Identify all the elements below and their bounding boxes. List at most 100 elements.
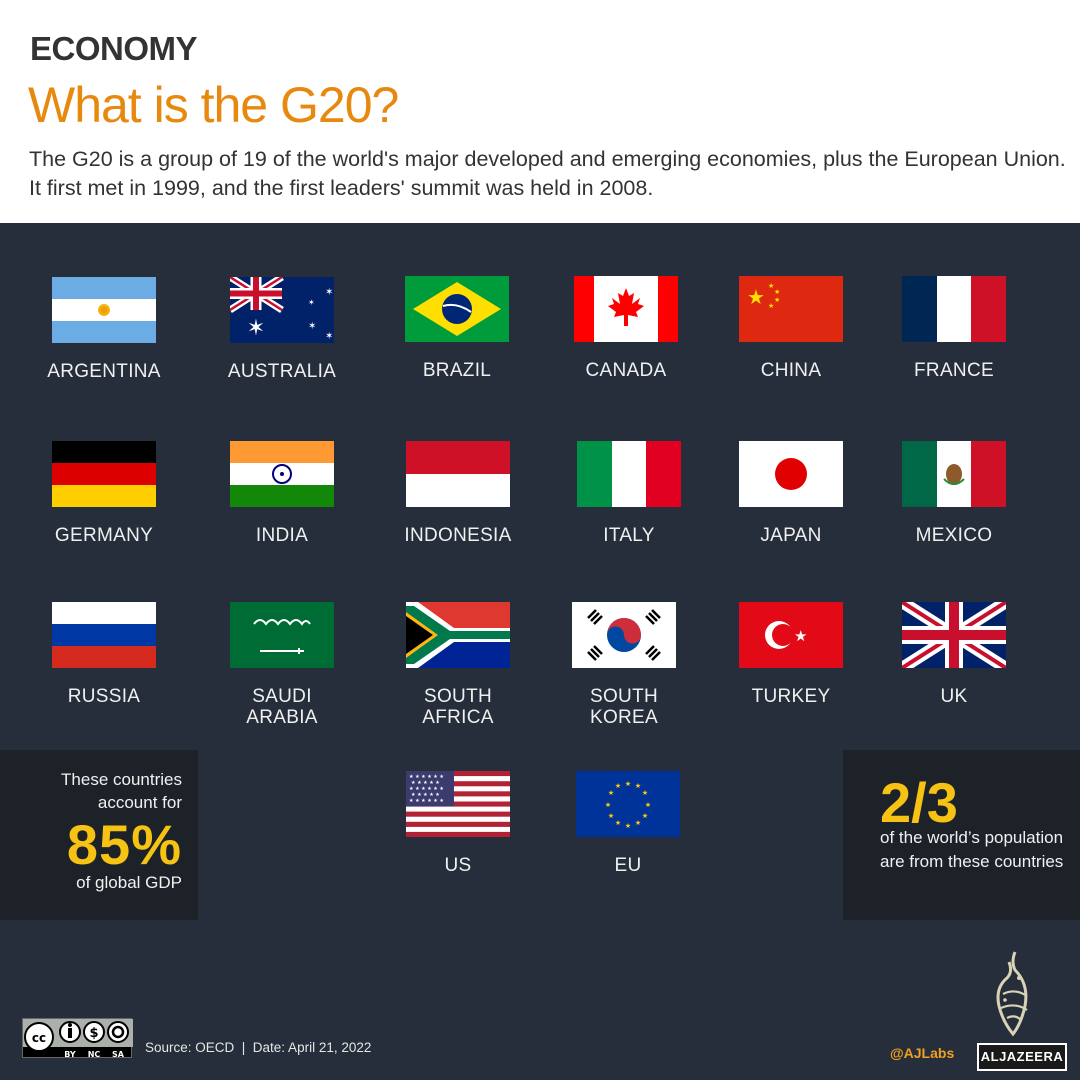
mexico-flag-icon xyxy=(902,441,1006,507)
country-label: FRANCE xyxy=(914,360,994,381)
member-indonesia: INDONESIA xyxy=(378,441,538,546)
aljazeera-calligraphy-logo-icon xyxy=(996,951,1028,1037)
svg-text:★: ★ xyxy=(608,812,614,820)
country-label: SOUTH KOREA xyxy=(589,686,659,728)
country-label: ITALY xyxy=(603,525,655,546)
india-flag-icon xyxy=(230,441,334,507)
eu-flag-icon: ★ ★ ★ ★ ★ ★ ★ ★ ★ ★ ★ ★ xyxy=(576,771,680,837)
japan-flag-icon xyxy=(739,441,843,507)
svg-text:★: ★ xyxy=(794,627,807,645)
svg-text:★: ★ xyxy=(645,801,651,809)
svg-text:✶: ✶ xyxy=(247,316,265,341)
svg-text:✶: ✶ xyxy=(325,331,333,342)
population-stat-value: 2/3 xyxy=(880,771,958,834)
country-label: SOUTH AFRICA xyxy=(422,686,494,728)
svg-text:★: ★ xyxy=(747,285,765,309)
page-title: What is the G20? xyxy=(28,77,399,133)
country-label: INDONESIA xyxy=(404,525,512,546)
svg-text:★: ★ xyxy=(605,801,611,809)
gdp-stat-pre: These countries account for xyxy=(61,770,182,812)
svg-text:★: ★ xyxy=(642,789,648,797)
svg-text:★: ★ xyxy=(768,282,774,290)
uk-flag-icon xyxy=(902,602,1006,668)
country-label: CANADA xyxy=(585,360,667,381)
member-germany: GERMANY xyxy=(24,441,184,546)
country-label: UK xyxy=(940,686,968,707)
member-china: ★ ★ ★ ★ ★ CHINA xyxy=(711,276,871,381)
svg-text:★: ★ xyxy=(608,789,614,797)
header: ECONOMY What is the G20? The G20 is a gr… xyxy=(0,0,1080,223)
member-saudi-arabia: SAUDI ARABIA xyxy=(202,602,362,728)
population-stat-box: 2/3 of the world’s population are from t… xyxy=(843,750,1080,920)
country-label: TURKEY xyxy=(751,686,831,707)
member-south-africa: SOUTH AFRICA xyxy=(378,602,538,728)
member-india: INDIA xyxy=(202,441,362,546)
member-us: ★ ★ ★ ★ ★ ★ ★ ★ ★ ★ ★ ★ ★ ★ ★ ★ ★ ★ ★ ★ ★ ★… xyxy=(378,771,538,876)
south-africa-flag-icon xyxy=(406,602,510,668)
italy-flag-icon xyxy=(577,441,681,507)
canada-flag-icon xyxy=(574,276,678,342)
population-stat-post: of the world’s population are from these… xyxy=(880,828,1064,871)
intro-text: The G20 is a group of 19 of the world's … xyxy=(29,147,1066,200)
gdp-stat-box: These countries account for 85% of globa… xyxy=(0,750,198,920)
member-russia: RUSSIA xyxy=(24,602,184,707)
member-japan: JAPAN xyxy=(711,441,871,546)
creative-commons-badge: cc $ BY NC SA xyxy=(22,1018,133,1059)
country-label: AUSTRALIA xyxy=(227,361,337,382)
gdp-stat-post: of global GDP xyxy=(76,873,182,892)
south-korea-flag-icon xyxy=(572,602,676,668)
svg-text:★: ★ xyxy=(625,822,631,830)
cc-license-icon: cc $ BY NC SA xyxy=(23,1019,133,1059)
flags-panel xyxy=(0,223,1080,1080)
svg-text:★ ★ ★ ★ ★: ★ ★ ★ ★ ★ xyxy=(411,780,440,786)
germany-flag-icon xyxy=(52,441,156,507)
country-label: JAPAN xyxy=(760,525,822,546)
svg-text:★: ★ xyxy=(635,819,641,827)
member-south-korea: SOUTH KOREA xyxy=(544,602,704,728)
member-argentina: ARGENTINA xyxy=(24,277,184,382)
member-uk: UK xyxy=(874,602,1034,707)
member-brazil: BRAZIL xyxy=(377,276,537,381)
turkey-flag-icon: ★ xyxy=(739,602,843,668)
svg-text:NC: NC xyxy=(88,1050,101,1059)
country-label: SAUDI ARABIA xyxy=(246,686,318,728)
france-flag-icon xyxy=(902,276,1006,342)
svg-text:✶: ✶ xyxy=(308,321,316,332)
country-label: EU xyxy=(614,855,642,876)
svg-text:★: ★ xyxy=(635,782,641,790)
member-canada: CANADA xyxy=(546,276,706,381)
svg-text:BY: BY xyxy=(64,1050,76,1059)
member-italy: ITALY xyxy=(549,441,709,546)
saudi-arabia-flag-icon xyxy=(230,602,334,668)
ajlabs-handle: @AJLabs xyxy=(890,1045,955,1061)
svg-text:cc: cc xyxy=(32,1031,46,1045)
argentina-flag-icon xyxy=(52,277,156,343)
aljazeera-wordmark: ALJAZEERA xyxy=(977,1043,1067,1071)
svg-text:★ ★ ★ ★ ★: ★ ★ ★ ★ ★ xyxy=(411,792,440,798)
svg-text:★: ★ xyxy=(642,812,648,820)
country-label: CHINA xyxy=(760,360,822,381)
svg-text:★: ★ xyxy=(774,288,780,296)
svg-text:✶: ✶ xyxy=(308,298,315,307)
china-flag-icon: ★ ★ ★ ★ ★ xyxy=(739,276,843,342)
country-label: MEXICO xyxy=(915,525,993,546)
member-eu: ★ ★ ★ ★ ★ ★ ★ ★ ★ ★ ★ ★ EU xyxy=(548,771,708,876)
country-label: RUSSIA xyxy=(67,686,141,707)
member-france: FRANCE xyxy=(874,276,1034,381)
svg-text:★: ★ xyxy=(768,302,774,310)
country-label: GERMANY xyxy=(54,525,154,546)
country-label: INDIA xyxy=(255,525,309,546)
svg-text:★: ★ xyxy=(625,780,631,788)
source-date-text: Source: OECD | Date: April 21, 2022 xyxy=(145,1040,372,1055)
svg-text:$: $ xyxy=(89,1026,98,1041)
member-australia: ✶ ✶ ✶ ✶ ✶ AUSTRALIA xyxy=(202,277,362,382)
us-flag-icon: ★ ★ ★ ★ ★ ★ ★ ★ ★ ★ ★ ★ ★ ★ ★ ★ ★ ★ ★ ★ ★ ★… xyxy=(406,771,510,837)
svg-text:★: ★ xyxy=(774,296,780,304)
australia-flag-icon: ✶ ✶ ✶ ✶ ✶ xyxy=(230,277,334,343)
section-kicker: ECONOMY xyxy=(30,30,198,67)
svg-text:★ ★ ★ ★ ★ ★: ★ ★ ★ ★ ★ ★ xyxy=(409,786,444,792)
indonesia-flag-icon xyxy=(406,441,510,507)
svg-text:★ ★ ★ ★ ★ ★: ★ ★ ★ ★ ★ ★ xyxy=(409,774,444,780)
svg-text:SA: SA xyxy=(112,1050,125,1059)
svg-text:★: ★ xyxy=(615,819,621,827)
